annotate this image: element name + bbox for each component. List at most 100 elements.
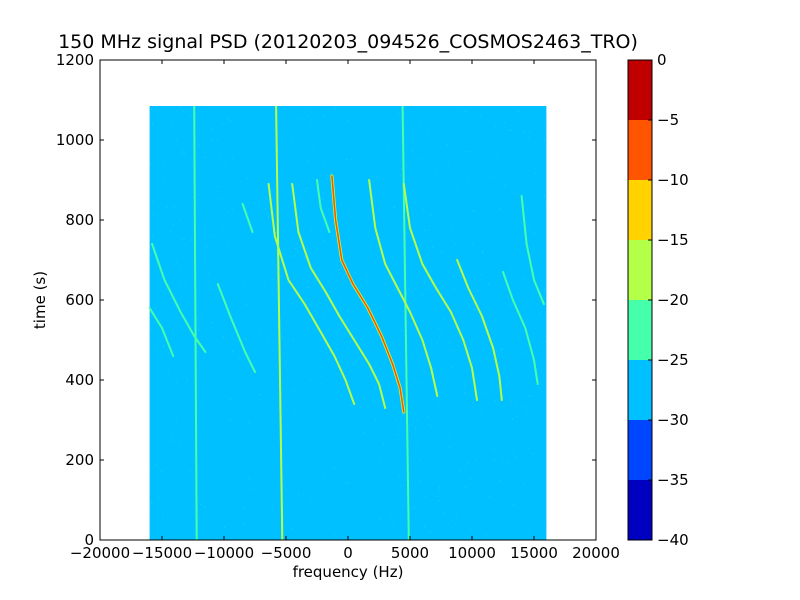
noise-speck xyxy=(489,496,491,498)
noise-speck xyxy=(534,172,536,174)
noise-speck xyxy=(310,229,312,231)
noise-speck xyxy=(421,309,423,311)
noise-speck xyxy=(393,524,395,527)
doppler-curve xyxy=(267,183,356,405)
noise-speck xyxy=(242,507,244,509)
noise-speck xyxy=(292,339,294,341)
noise-speck xyxy=(441,251,443,253)
noise-speck xyxy=(232,157,234,159)
noise-speck xyxy=(380,518,382,520)
noise-speck xyxy=(217,186,219,188)
noise-speck xyxy=(544,122,546,124)
noise-speck xyxy=(401,330,403,332)
colorbar-band xyxy=(628,120,652,180)
noise-speck xyxy=(419,480,421,482)
noise-speck xyxy=(333,467,335,469)
noise-speck xyxy=(210,139,212,141)
noise-speck xyxy=(400,168,402,170)
noise-speck xyxy=(179,441,181,443)
noise-speck xyxy=(496,223,498,225)
noise-speck xyxy=(271,118,273,120)
noise-speck xyxy=(221,122,223,124)
noise-speck xyxy=(228,211,230,213)
noise-speck xyxy=(223,526,225,528)
noise-speck xyxy=(522,278,524,280)
noise-speck xyxy=(411,292,413,294)
noise-speck xyxy=(503,357,505,359)
noise-speck xyxy=(199,128,201,130)
noise-speck xyxy=(152,124,154,126)
noise-speck xyxy=(171,433,173,435)
noise-speck xyxy=(150,163,152,165)
noise-speck xyxy=(353,177,356,179)
noise-speck xyxy=(227,116,229,118)
colorbar-tick-label: −35 xyxy=(657,471,689,489)
noise-speck xyxy=(397,425,399,427)
noise-speck xyxy=(196,318,198,320)
noise-speck xyxy=(384,282,386,284)
noise-speck xyxy=(511,418,513,420)
noise-speck xyxy=(453,288,455,290)
colorbar-band xyxy=(628,300,652,360)
noise-speck xyxy=(540,537,542,539)
noise-speck xyxy=(190,239,192,241)
noise-speck xyxy=(416,442,419,444)
noise-speck xyxy=(347,347,349,350)
noise-speck xyxy=(438,500,440,502)
noise-speck xyxy=(496,385,498,387)
noise-speck xyxy=(454,244,456,246)
noise-speck xyxy=(309,500,311,502)
x-tick-label: −20000 xyxy=(70,544,130,562)
noise-speck xyxy=(307,115,309,117)
noise-speck xyxy=(150,329,152,331)
noise-speck xyxy=(412,354,414,356)
noise-speck xyxy=(427,415,429,418)
noise-speck xyxy=(443,512,445,514)
noise-speck xyxy=(296,242,298,244)
noise-speck xyxy=(336,348,338,350)
noise-speck xyxy=(193,504,195,507)
noise-speck xyxy=(219,156,221,158)
y-axis: 0 200 400 600 800 1000 1200 xyxy=(56,51,596,549)
noise-speck xyxy=(166,206,168,208)
noise-speck xyxy=(452,366,454,369)
noise-speck xyxy=(228,241,230,243)
noise-speck xyxy=(528,130,530,132)
noise-speck xyxy=(155,349,157,351)
noise-speck xyxy=(437,402,439,404)
noise-speck xyxy=(373,400,376,402)
noise-speck xyxy=(197,202,199,204)
noise-speck xyxy=(443,318,445,320)
y-tick-label: 800 xyxy=(65,211,94,229)
noise-speck xyxy=(181,237,183,239)
noise-speck xyxy=(488,283,490,285)
noise-speck xyxy=(376,376,378,378)
y-tick-label: 400 xyxy=(65,371,94,389)
noise-speck xyxy=(331,235,333,237)
plot-area xyxy=(99,59,597,541)
doppler-curve xyxy=(291,183,387,409)
noise-speck xyxy=(497,156,499,158)
doppler-curve xyxy=(402,183,478,401)
noise-speck xyxy=(509,268,511,270)
x-tick-label: 5000 xyxy=(391,544,429,562)
noise-speck xyxy=(468,180,470,182)
colorbar-tick-label: −25 xyxy=(657,351,689,369)
noise-speck xyxy=(324,115,326,117)
noise-speck xyxy=(347,120,349,122)
colorbar-band xyxy=(628,360,652,420)
noise-speck xyxy=(170,298,172,300)
noise-speck xyxy=(178,266,180,268)
noise-speck xyxy=(386,149,388,151)
noise-speck xyxy=(297,118,300,121)
noise-speck xyxy=(500,492,502,494)
noise-speck xyxy=(413,380,415,382)
noise-speck xyxy=(306,187,308,189)
noise-speck xyxy=(212,255,215,257)
noise-speck xyxy=(193,461,195,463)
noise-speck xyxy=(376,176,378,178)
noise-speck xyxy=(229,120,231,122)
noise-speck xyxy=(285,489,287,491)
noise-speck xyxy=(494,125,496,127)
noise-speck xyxy=(161,356,163,358)
